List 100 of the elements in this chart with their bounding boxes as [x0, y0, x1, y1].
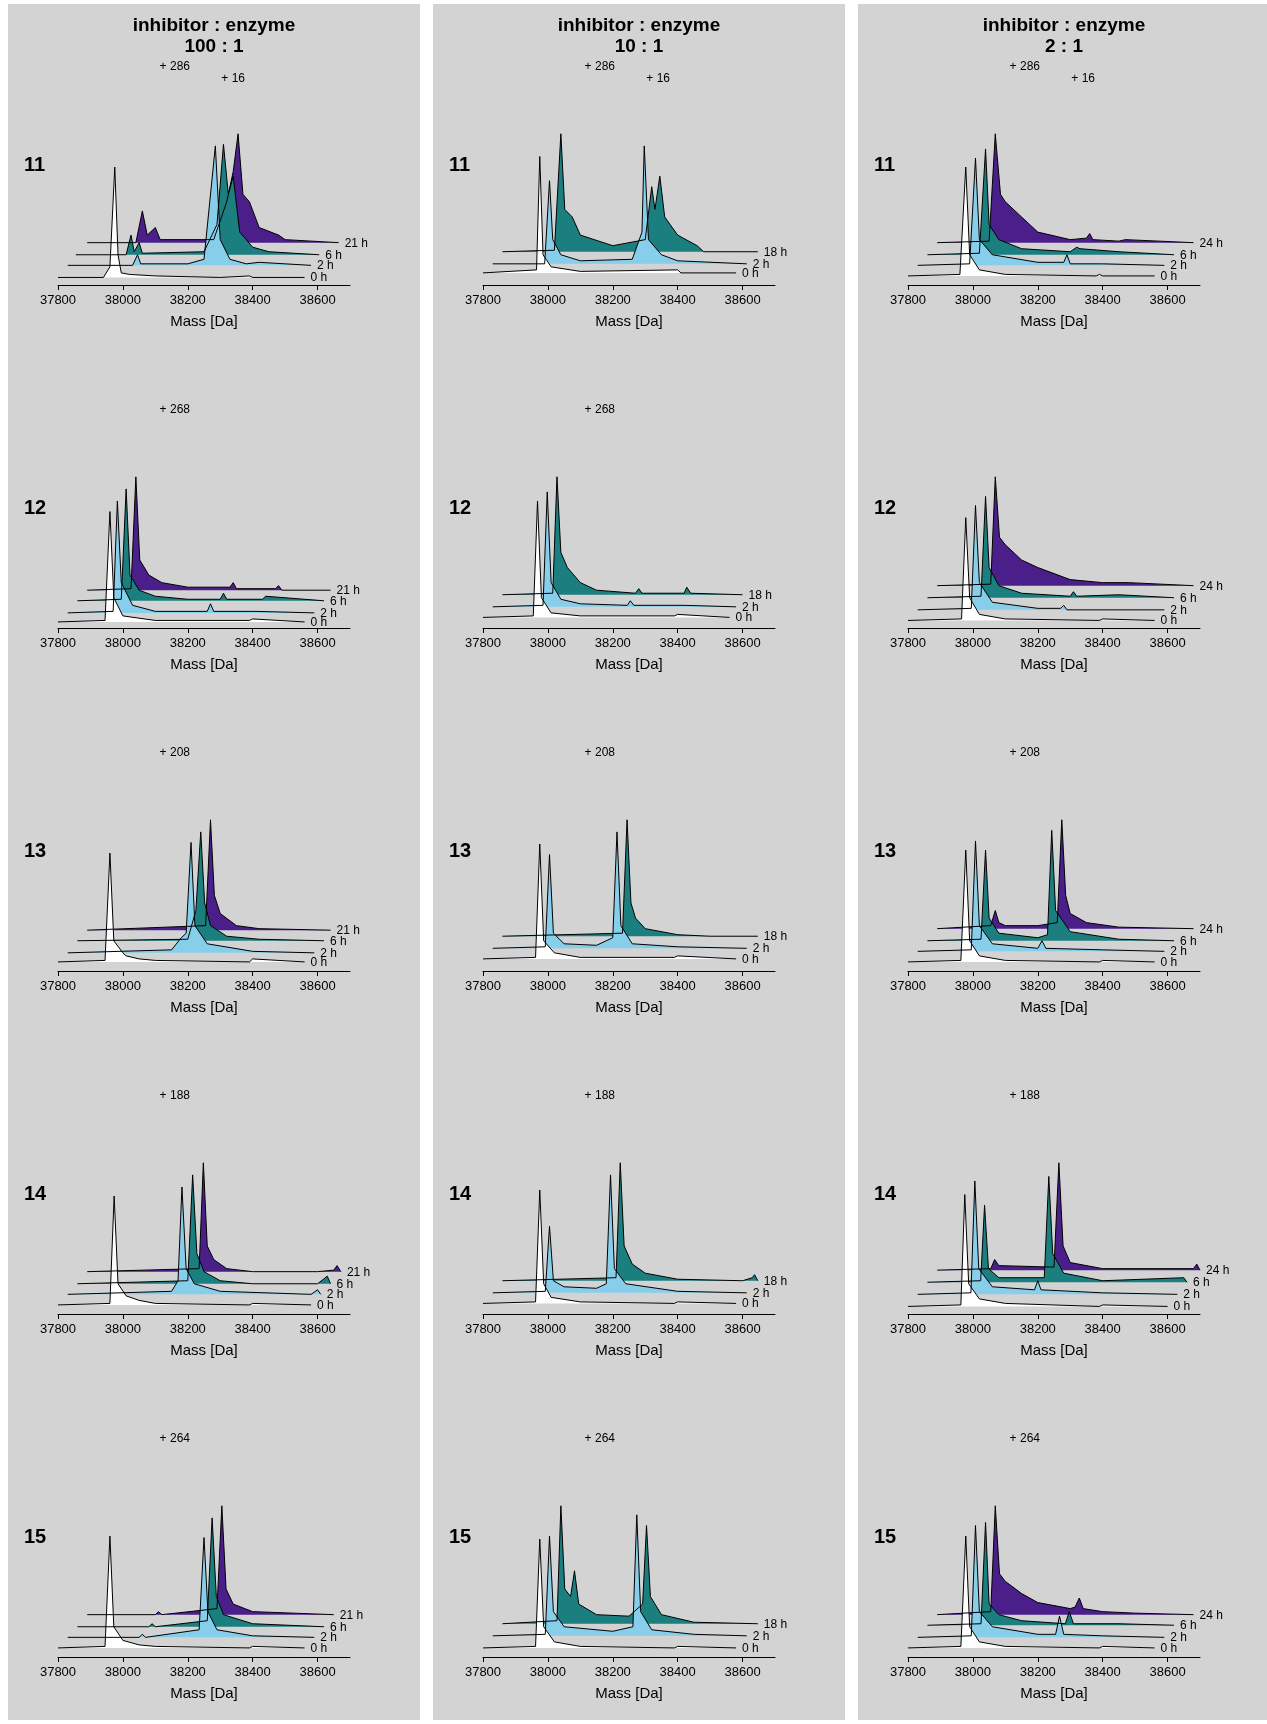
series-label: 6 h: [1180, 933, 1197, 948]
x-tick-label: 38600: [724, 1664, 761, 1679]
x-tick-label: 38600: [724, 1321, 761, 1336]
x-tick-label: 38400: [1084, 978, 1121, 993]
x-tick-label: 38600: [724, 978, 761, 993]
x-tick-label: 38400: [1084, 292, 1121, 307]
series-label: 0 h: [1160, 613, 1178, 628]
chart-subtitle: 100 : 1: [184, 35, 245, 56]
text: + 208: [584, 745, 616, 759]
x-axis-title: Mass [Da]: [595, 655, 663, 672]
y-axis-title: 12: [449, 496, 472, 518]
x-tick-label: 38400: [1084, 635, 1121, 650]
x-tick-label: 38000: [104, 1664, 141, 1679]
x-tick-label: 38000: [104, 635, 141, 650]
x-axis-title: Mass [Da]: [595, 312, 663, 329]
series-label: 21 h: [346, 1264, 371, 1279]
x-tick-label: 37800: [889, 635, 927, 650]
x-tick-label: 38200: [594, 978, 631, 993]
series-label: 18 h: [748, 587, 772, 602]
x-tick-label: 38000: [954, 978, 991, 993]
y-axis-title: 14: [24, 1182, 48, 1204]
series-label: 2 h: [1183, 1287, 1200, 1302]
x-axis-title: Mass [Da]: [170, 1684, 238, 1701]
x-tick-label: 37800: [39, 635, 77, 650]
x-tick-label: 38000: [954, 1664, 991, 1679]
chart-subtitle: 2 : 1: [1044, 35, 1084, 56]
text: + 16: [221, 71, 246, 85]
x-tick-label: 38200: [169, 978, 206, 993]
series-label: 0 h: [310, 1640, 328, 1655]
chart-title: inhibitor : enzyme: [557, 14, 721, 35]
series-label: 0 h: [735, 610, 753, 625]
x-tick-label: 38400: [659, 1664, 696, 1679]
series-label: 0 h: [1160, 268, 1178, 283]
x-tick-label: 38400: [659, 635, 696, 650]
series-label: 0 h: [742, 1640, 759, 1655]
x-tick-label: 37800: [464, 635, 502, 650]
x-tick-label: 38200: [169, 1664, 206, 1679]
x-tick-label: 37800: [464, 978, 502, 993]
x-tick-label: 38600: [299, 978, 336, 993]
text: + 188: [584, 1088, 616, 1102]
series-label: 6 h: [1193, 1275, 1210, 1290]
x-tick-label: 38200: [169, 635, 206, 650]
x-tick-label: 37800: [39, 292, 77, 307]
series-label: 0 h: [1160, 1640, 1178, 1655]
x-tick-label: 38000: [104, 292, 141, 307]
x-tick-label: 38200: [594, 1664, 631, 1679]
x-tick-label: 38000: [954, 635, 991, 650]
series-label: 2 h: [752, 1628, 770, 1643]
x-tick-label: 37800: [889, 292, 927, 307]
x-tick-label: 37800: [889, 1321, 927, 1336]
x-tick-label: 37800: [464, 292, 502, 307]
x-tick-label: 38000: [104, 978, 141, 993]
series-label: 21 h: [344, 235, 368, 250]
series-label: 0 h: [1160, 954, 1178, 969]
x-tick-label: 38000: [954, 1321, 991, 1336]
x-tick-label: 38400: [1084, 1664, 1121, 1679]
y-axis-title: 15: [449, 1525, 472, 1547]
series-label: 24 h: [1199, 235, 1223, 250]
chart-subtitle: 10 : 1: [614, 35, 664, 56]
x-tick-label: 38600: [299, 292, 336, 307]
x-tick-label: 38200: [169, 1321, 206, 1336]
x-tick-label: 38200: [1019, 1321, 1056, 1336]
text: + 268: [159, 402, 191, 416]
text: + 286: [1009, 59, 1041, 73]
y-axis-title: 11: [874, 153, 896, 175]
x-tick-label: 38600: [1149, 292, 1186, 307]
x-axis-title: Mass [Da]: [1020, 655, 1088, 672]
x-tick-label: 38000: [529, 292, 566, 307]
text: + 16: [646, 71, 671, 85]
x-tick-label: 38400: [234, 978, 271, 993]
x-tick-label: 37800: [889, 978, 927, 993]
series-label: 21 h: [339, 1607, 364, 1622]
text: + 264: [159, 1431, 191, 1445]
y-axis-title: 13: [24, 839, 47, 861]
series-label: 6 h: [1180, 590, 1197, 605]
x-tick-label: 38200: [169, 292, 206, 307]
x-tick-label: 38600: [299, 1664, 336, 1679]
text: + 264: [1009, 1431, 1041, 1445]
text: + 188: [159, 1088, 191, 1102]
x-tick-label: 38000: [529, 1321, 566, 1336]
x-tick-label: 38400: [659, 978, 696, 993]
x-tick-label: 38600: [1149, 1321, 1186, 1336]
x-axis-title: Mass [Da]: [595, 998, 663, 1015]
x-tick-label: 38600: [1149, 1664, 1186, 1679]
y-axis-title: 14: [874, 1182, 898, 1204]
text: + 208: [159, 745, 191, 759]
x-tick-label: 38000: [954, 292, 991, 307]
x-tick-label: 38600: [299, 1321, 336, 1336]
chart-title: inhibitor : enzyme: [132, 14, 296, 35]
text: + 264: [584, 1431, 616, 1445]
y-axis-title: 11: [24, 153, 46, 175]
text: + 286: [584, 59, 616, 73]
x-tick-label: 38400: [234, 1321, 271, 1336]
x-tick-label: 37800: [464, 1321, 502, 1336]
text: + 188: [1009, 1088, 1041, 1102]
x-tick-label: 38600: [1149, 978, 1186, 993]
x-axis-title: Mass [Da]: [1020, 1341, 1088, 1358]
series-label: 18 h: [763, 1273, 788, 1288]
series-label: 6 h: [1180, 247, 1197, 262]
x-tick-label: 38000: [104, 1321, 141, 1336]
